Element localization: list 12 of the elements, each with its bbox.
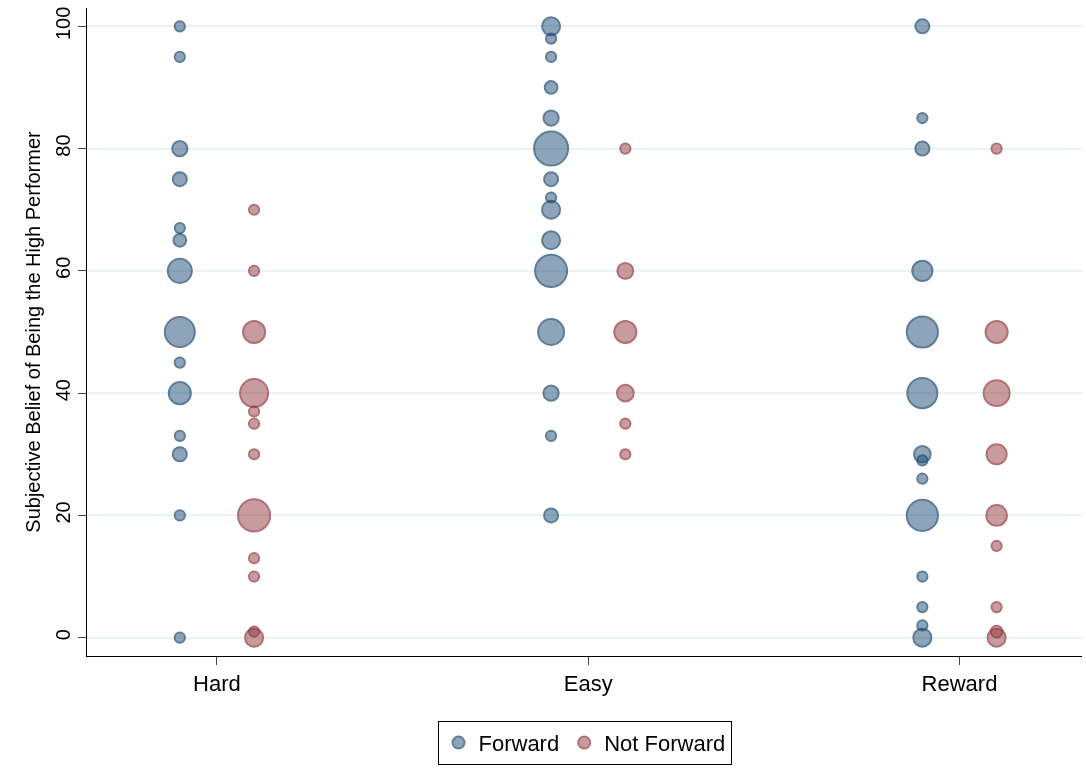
x-tick-label: Hard: [193, 671, 241, 697]
y-tick-label: 20: [52, 501, 74, 524]
y-tick-label: 0: [52, 629, 74, 641]
x-tick-label: Easy: [563, 671, 613, 697]
y-tick-label: 100: [52, 6, 74, 41]
y-tick-label: 80: [52, 134, 74, 157]
y-axis-title: Subjective Belief of Being the High Performer: [21, 131, 44, 533]
y-tick-label: 40: [52, 379, 74, 402]
x-tick-label: Reward: [921, 671, 998, 697]
y-tick-label: 60: [52, 256, 74, 279]
legend-label: Not Forward: [604, 731, 726, 757]
legend-label: Forward: [478, 731, 560, 757]
